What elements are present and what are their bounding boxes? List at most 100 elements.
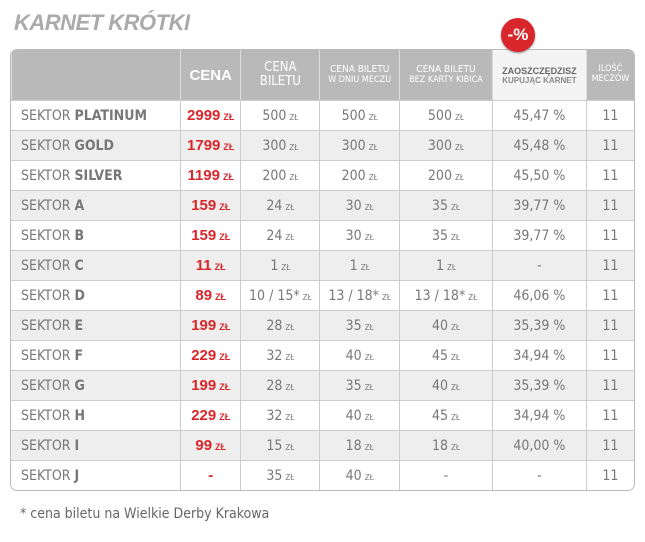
table-cell: 39,77 % (491, 220, 586, 250)
cell-value: 200 (262, 167, 287, 184)
table-cell: 35,39 % (491, 370, 586, 400)
cell-value: 11 (602, 167, 619, 184)
sector-name: H (74, 407, 86, 424)
cell-value: 11 (602, 107, 619, 124)
cell-value: 24 (266, 197, 283, 214)
cell-value: 11 (602, 197, 619, 214)
table-cell: 1799 ZŁ (180, 130, 241, 160)
table-cell: 11 (585, 340, 634, 370)
table-row: SEKTOR A 159 ZŁ 24 ZŁ 30 ZŁ 35 ZŁ 39,77 % 11 (11, 190, 634, 220)
table-cell: 229 ZŁ (180, 400, 241, 430)
cell-unit: ZŁ (285, 202, 295, 212)
cell-unit: ZŁ (364, 322, 374, 332)
table-cell: 11 ZŁ (180, 250, 241, 280)
table-cell: 35 ZŁ (319, 310, 399, 340)
table-cell: 18 ZŁ (398, 430, 492, 460)
table-cell: 13 / 18* ZŁ (319, 280, 399, 310)
sector-name: PLATINUM (74, 107, 147, 124)
table-cell: 199 ZŁ (180, 370, 241, 400)
table-cell: 159 ZŁ (180, 220, 241, 250)
sector-name: B (74, 227, 85, 244)
cell-unit: ZŁ (289, 112, 299, 122)
table-cell: 28 ZŁ (240, 370, 320, 400)
sector-cell: SEKTOR C (11, 250, 181, 280)
table-cell: 89 ZŁ (180, 280, 241, 310)
table-row: SEKTOR PLATINUM 2999 ZŁ 500 ZŁ 500 ZŁ 500 ZŁ 45,4… (11, 100, 634, 130)
sector-name: F (74, 347, 84, 364)
sector-prefix: SEKTOR (21, 467, 71, 484)
cell-unit: ZŁ (450, 412, 460, 422)
cell-value: 11 (602, 377, 619, 394)
cell-unit: ZŁ (285, 352, 295, 362)
cell-value: 40 (431, 317, 448, 334)
header-cell: CENA (180, 50, 241, 100)
cell-unit: ZŁ (468, 292, 478, 302)
sector-cell: SEKTOR F (11, 340, 181, 370)
sector-name: GOLD (74, 137, 115, 154)
table-cell: 35 ZŁ (240, 460, 320, 490)
header-text: BILETU (259, 74, 301, 89)
cell-value: 300 (427, 137, 452, 154)
price-table: CENA CENA BILETU CENA BILETU W DNIU MECZU CEN… (10, 49, 635, 491)
table-cell: 40 ZŁ (319, 400, 399, 430)
cell-unit: ZŁ (285, 472, 295, 482)
cell-unit: ZŁ (219, 202, 231, 212)
cell-value: - (208, 467, 214, 484)
cell-value: 89 (195, 287, 213, 304)
table-cell: - (491, 250, 586, 280)
cell-value: 500 (262, 107, 287, 124)
table-cell: 500 ZŁ (319, 100, 399, 130)
cell-value: 39,77 % (513, 197, 566, 214)
cell-value: 11 (195, 257, 212, 274)
table-cell: 200 ZŁ (398, 160, 492, 190)
sector-name: D (74, 287, 85, 304)
table-cell: - (180, 460, 241, 490)
cell-value: 45 (431, 347, 448, 364)
table-cell: 45 ZŁ (398, 400, 492, 430)
table-row: SEKTOR B 159 ZŁ 24 ZŁ 30 ZŁ 35 ZŁ 39,77 % 11 (11, 220, 634, 250)
table-cell: 300 ZŁ (398, 130, 492, 160)
table-cell: 1 ZŁ (398, 250, 492, 280)
sector-cell: SEKTOR E (11, 310, 181, 340)
sector-prefix: SEKTOR (21, 317, 71, 334)
sector-cell: SEKTOR PLATINUM (11, 100, 181, 130)
cell-value: 11 (602, 137, 619, 154)
table-row: SEKTOR SILVER 1199 ZŁ 200 ZŁ 200 ZŁ 200 ZŁ 45,50 … (11, 160, 634, 190)
table-cell: 11 (585, 250, 634, 280)
cell-value: 11 (602, 407, 619, 424)
cell-value: 28 (266, 377, 283, 394)
table-cell: 45,48 % (491, 130, 586, 160)
cell-value: 300 (262, 137, 287, 154)
sector-name: A (74, 197, 85, 214)
cell-unit: ZŁ (219, 412, 231, 422)
header-text: BEZ KARTY KIBICA (409, 75, 483, 85)
cell-unit: ZŁ (368, 112, 378, 122)
cell-value: 10 / 15* (249, 287, 300, 304)
table-cell: 40 ZŁ (319, 460, 399, 490)
cell-value: 46,06 % (513, 287, 566, 304)
cell-unit: ZŁ (219, 352, 231, 362)
footnote: * cena biletu na Wielkie Derby Krakowa (20, 506, 270, 522)
sector-prefix: SEKTOR (21, 437, 71, 454)
sector-name: E (74, 317, 84, 334)
table-cell: 1199 ZŁ (180, 160, 241, 190)
cell-value: 15 (266, 437, 283, 454)
cell-unit: ZŁ (364, 442, 374, 452)
table-row: SEKTOR H 229 ZŁ 32 ZŁ 40 ZŁ 45 ZŁ 34,94 % 11 (11, 400, 634, 430)
cell-unit: ZŁ (219, 382, 231, 392)
table-cell: 11 (585, 370, 634, 400)
table-cell: 11 (585, 190, 634, 220)
cell-unit: ZŁ (215, 292, 227, 302)
sector-cell: SEKTOR H (11, 400, 181, 430)
cell-value: 45,47 % (513, 107, 566, 124)
cell-value: 18 (345, 437, 362, 454)
cell-value: 34,94 % (513, 347, 566, 364)
table-cell: 39,77 % (491, 190, 586, 220)
cell-unit: ZŁ (222, 172, 234, 182)
table-cell: 10 / 15* ZŁ (240, 280, 320, 310)
sector-prefix: SEKTOR (21, 137, 71, 154)
cell-unit: ZŁ (450, 202, 460, 212)
cell-value: - (537, 467, 542, 484)
table-cell: 500 ZŁ (398, 100, 492, 130)
cell-unit: ZŁ (364, 412, 374, 422)
